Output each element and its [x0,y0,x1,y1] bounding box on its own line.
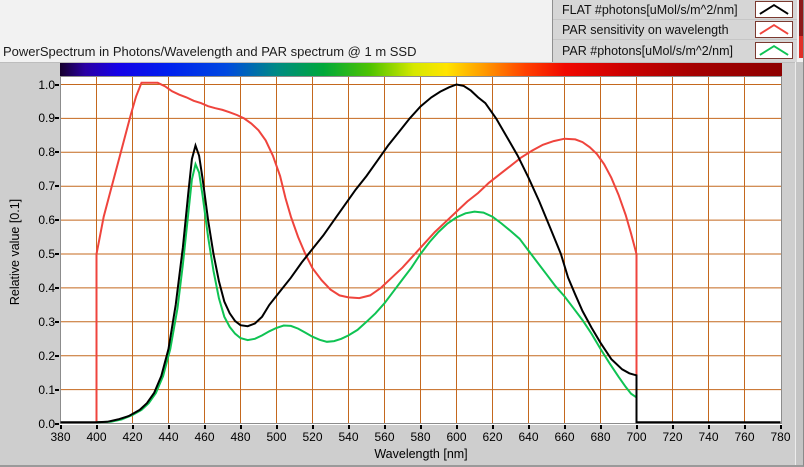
x-tick-label: 500 [266,430,287,444]
x-tickmark [311,425,314,429]
x-tickmark [59,425,62,429]
x-tick-label: 460 [194,430,215,444]
x-tick-label: 520 [302,430,323,444]
y-tick-label: 0.1 [38,382,55,397]
x-tickmark [95,425,98,429]
x-axis-title: Wavelength [nm] [374,447,468,461]
spectrum-gradient-bar [60,63,782,76]
legend-label-par-sensitivity: PAR sensitivity on wavelength [562,22,729,37]
y-tickmark [55,83,59,86]
y-tickmark [55,354,59,357]
y-tickmark [55,185,59,188]
x-tick-label: 480 [230,430,251,444]
x-tickmark [455,425,458,429]
x-tickmark [275,425,278,429]
y-tick-label: 1.0 [38,77,55,92]
plot-legend: FLAT #photons[uMol/s/m^2/nm] PAR sensiti… [552,0,797,62]
line-caret-icon [759,44,789,56]
y-tick-label: 0.7 [38,179,55,194]
x-tickmark [707,425,710,429]
x-tickmark [491,425,494,429]
y-tickmark [55,117,59,120]
x-tick-label: 700 [626,430,647,444]
legend-line-sample-red[interactable] [755,21,793,38]
x-tick-label: 780 [770,430,791,444]
x-tick-label: 540 [338,430,359,444]
x-tickmark [167,425,170,429]
y-tick-label: 0.6 [38,213,55,228]
legend-line-sample-black[interactable] [755,1,793,18]
spectrum-plot-canvas [60,76,782,424]
line-caret-icon [759,23,789,35]
x-tickmark [563,425,566,429]
x-tickmark [203,425,206,429]
y-tickmark [55,151,59,154]
window-edge-maroon-fragment [799,0,804,36]
series-par-sensitivity-on-wavelength [95,81,638,423]
x-tickmark [131,425,134,429]
series-flat-photons-umol-s-m-2-nm- [60,83,781,424]
y-tickmark [55,219,59,222]
x-tick-label: 620 [482,430,503,444]
y-tick-label: 0.3 [38,314,55,329]
y-tick-label: 0.9 [38,111,55,126]
x-tickmark [527,425,530,429]
x-tick-label: 680 [590,430,611,444]
x-tick-label: 660 [554,430,575,444]
x-tick-label: 420 [122,430,143,444]
x-tickmark [635,425,638,429]
x-tickmark [239,425,242,429]
legend-label-flat-photons: FLAT #photons[uMol/s/m^2/nm] [562,2,738,17]
line-caret-icon [759,3,789,15]
y-axis-title: Relative value [0.1] [8,198,22,306]
y-tick-label: 0.4 [38,280,55,295]
series-par-photons-umol-s-m-2-nm- [96,161,638,424]
legend-item-par-sensitivity[interactable]: PAR sensitivity on wavelength [553,20,797,40]
x-tick-label: 640 [518,430,539,444]
y-tick-label: 0.0 [38,416,55,431]
x-tick-label: 760 [734,430,755,444]
plot-area [60,76,782,425]
y-tick-label: 0.2 [38,348,55,363]
legend-item-par-photons[interactable]: PAR #photons[uMol/s/m^2/nm] [553,40,797,61]
x-tick-label: 740 [698,430,719,444]
legend-item-flat-photons[interactable]: FLAT #photons[uMol/s/m^2/nm] [553,0,797,20]
x-tickmark [419,425,422,429]
window-edge-red-fragment [799,36,804,58]
x-tickmark [779,425,782,429]
y-tickmark [55,286,59,289]
x-tick-label: 560 [374,430,395,444]
y-tickmark [55,253,59,255]
right-edge-strip [795,62,804,467]
x-tick-label: 720 [662,430,683,444]
x-tick-label: 380 [50,430,71,444]
x-tickmark [743,425,746,429]
x-tickmark [383,425,386,429]
y-tickmark [55,388,59,391]
y-tick-label: 0.5 [38,247,55,261]
x-tick-label: 440 [158,430,179,444]
y-tick-label: 0.8 [38,145,55,160]
x-tickmark [347,425,350,429]
x-tickmark [671,425,674,429]
y-tickmark [55,320,59,323]
x-tickmark [599,425,602,429]
chart-title: PowerSpectrum in Photons/Wavelength and … [3,44,417,59]
x-tick-label: 400 [86,430,107,444]
x-tick-label: 600 [446,430,467,444]
y-tickmark [55,422,59,425]
x-tick-label: 580 [410,430,431,444]
legend-label-par-photons: PAR #photons[uMol/s/m^2/nm] [562,43,733,58]
legend-line-sample-green[interactable] [755,42,793,59]
